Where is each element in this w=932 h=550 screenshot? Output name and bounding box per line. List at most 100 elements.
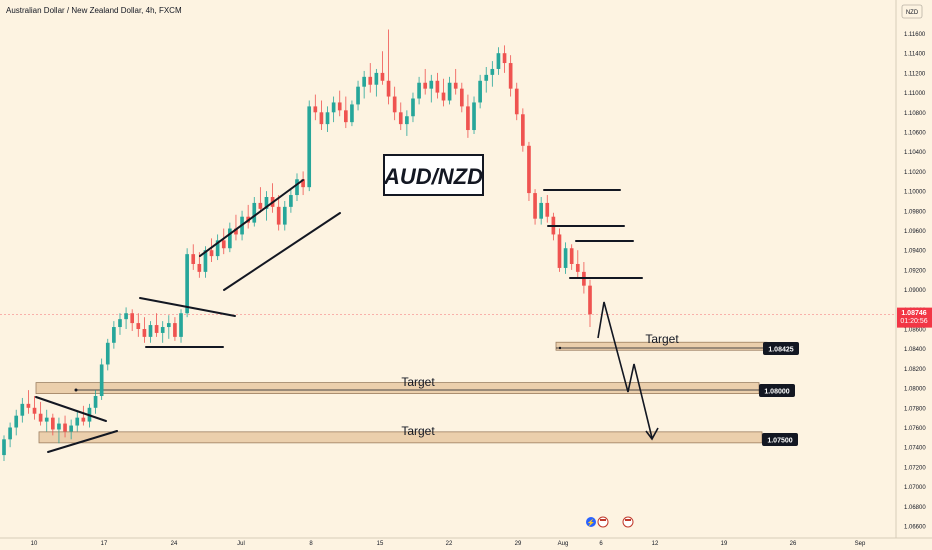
time-tick-label: 26 xyxy=(790,541,797,547)
candle-body xyxy=(319,112,324,125)
candle-body xyxy=(75,417,80,426)
candle-body xyxy=(209,250,214,257)
us-flag-icon-2[interactable] xyxy=(622,516,634,528)
economic-event-icons[interactable]: ⚡ xyxy=(586,516,634,528)
candle-body xyxy=(368,76,373,85)
candle xyxy=(490,61,495,87)
candle-body xyxy=(197,263,202,272)
symbol-title: Australian Dollar / New Zealand Dollar, … xyxy=(6,6,182,15)
candle xyxy=(527,141,531,201)
level-callout-1[interactable]: 1.08425 xyxy=(763,342,799,355)
candle-body xyxy=(521,114,525,146)
candle xyxy=(26,390,31,414)
projection-path[interactable] xyxy=(597,301,653,439)
candle-body xyxy=(344,110,348,123)
price-tick-label: 1.10200 xyxy=(904,170,926,176)
candle-body xyxy=(496,53,501,69)
candle xyxy=(289,189,293,213)
candle-body xyxy=(563,248,568,268)
candle-body xyxy=(252,202,257,223)
candle xyxy=(228,222,232,253)
time-tick-label: Aug xyxy=(558,541,569,547)
target-anchor-dot-2 xyxy=(558,346,562,350)
time-tick-label: 12 xyxy=(652,541,659,547)
candle-body xyxy=(215,240,220,257)
price-tick-label: 1.08000 xyxy=(904,387,926,393)
candle-body xyxy=(154,325,159,333)
price-tick-label: 1.06600 xyxy=(904,525,926,531)
candle xyxy=(435,72,440,99)
channel-lower-trendline[interactable] xyxy=(223,212,341,291)
time-tick-label: 8 xyxy=(309,541,313,547)
candle xyxy=(356,80,360,111)
price-tick-label: 1.08200 xyxy=(904,367,926,373)
lightning-glyph: ⚡ xyxy=(587,518,596,527)
candle xyxy=(380,51,385,85)
time-tick-label: 24 xyxy=(171,541,178,547)
candle xyxy=(215,234,220,261)
candle xyxy=(344,96,348,129)
candle-body xyxy=(453,82,458,89)
pennant-upper-trendline[interactable] xyxy=(139,297,236,317)
candle xyxy=(466,94,470,138)
candle-body xyxy=(105,342,110,365)
candle-body xyxy=(459,88,464,107)
triangle-upper-trendline[interactable] xyxy=(35,396,107,422)
candle xyxy=(282,200,287,231)
candle xyxy=(166,315,171,339)
candle xyxy=(105,338,110,371)
time-tick-label: 29 xyxy=(515,541,522,547)
candle xyxy=(539,197,543,225)
trendlines[interactable] xyxy=(35,179,643,453)
candle-body xyxy=(429,80,434,89)
triangle-lower-trendline[interactable] xyxy=(47,430,118,453)
candle-body xyxy=(472,102,476,131)
candle xyxy=(20,397,25,423)
lightning-icon[interactable] xyxy=(586,517,596,527)
candle xyxy=(398,102,403,131)
target-label-3: Target xyxy=(401,424,435,438)
candle-body xyxy=(8,427,12,440)
candle xyxy=(221,228,226,255)
candle-body xyxy=(26,403,31,408)
time-axis: 10 17 24 Jul 8 15 22 29 Aug 6 12 19 26 Sep xyxy=(31,541,866,547)
price-axis-panel[interactable] xyxy=(896,0,932,538)
pair-label-box[interactable] xyxy=(383,154,484,196)
candle-body xyxy=(398,112,403,125)
time-tick-label: 10 xyxy=(31,541,38,547)
channel-upper-trendline[interactable] xyxy=(199,179,304,257)
time-tick-label: 22 xyxy=(446,541,453,547)
candle-body xyxy=(350,104,354,123)
currency-badge[interactable] xyxy=(901,4,923,19)
candle xyxy=(69,419,73,440)
candle xyxy=(136,313,141,337)
target-zone-1.08000[interactable] xyxy=(35,382,760,395)
candle-body xyxy=(307,106,312,188)
candle xyxy=(392,86,397,121)
candle-body xyxy=(380,72,385,81)
level-callout-bg xyxy=(762,433,798,446)
candle xyxy=(545,195,550,223)
us-flag-icon[interactable] xyxy=(597,516,609,528)
candle-body xyxy=(484,74,489,81)
candle-body xyxy=(93,395,98,408)
candle xyxy=(514,82,519,121)
candle-body xyxy=(435,80,440,93)
candle-body xyxy=(160,327,165,333)
candle-body xyxy=(118,319,122,328)
level-callout-3[interactable]: 1.07500 xyxy=(762,433,798,446)
level-price-3: 1.07500 xyxy=(767,438,792,445)
candle-body xyxy=(313,106,318,113)
candle xyxy=(374,68,379,97)
candle xyxy=(234,214,238,241)
candle xyxy=(160,321,165,343)
price-countdown: 01:20:56 xyxy=(900,318,927,325)
candle-body xyxy=(527,145,531,194)
candle-body xyxy=(588,285,592,315)
candle-body xyxy=(20,403,25,416)
candle-body xyxy=(392,96,397,113)
time-tick-label: Jul xyxy=(237,541,245,547)
level-callout-2[interactable]: 1.08000 xyxy=(759,384,795,397)
candle-body xyxy=(276,206,281,225)
